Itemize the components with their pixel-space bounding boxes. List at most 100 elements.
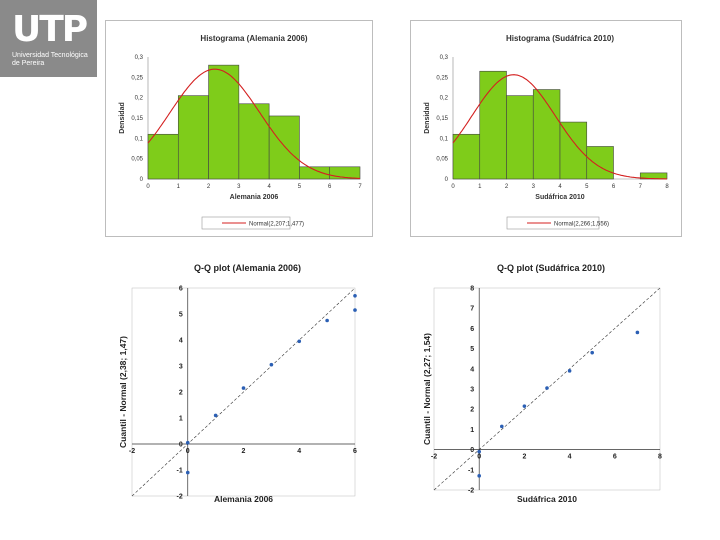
y-tick-label: -2 — [468, 488, 474, 495]
y-tick-label: 7 — [470, 306, 474, 313]
histogram-alemania-chart: Histograma (Alemania 2006) 0 0,05 0,1 0,15 0,… — [119, 34, 362, 230]
histogram-bar — [177, 95, 209, 180]
qq-point — [241, 386, 246, 390]
x-axis-label: Alemania 2006 — [230, 194, 279, 201]
x-tick-label: 2 — [522, 454, 526, 461]
x-tick-label: 4 — [558, 184, 562, 190]
logo-line-2: de Pereira — [12, 60, 45, 67]
histogram-bar — [238, 103, 270, 180]
qq-point — [353, 308, 357, 312]
histogram-bar — [479, 70, 507, 180]
y-tick-label: 0,05 — [131, 157, 143, 163]
x-tick-label: 2 — [242, 448, 246, 455]
x-tick-label: 3 — [532, 184, 536, 190]
y-tick-label: 8 — [470, 286, 474, 293]
histogram-bar — [559, 121, 588, 180]
x-tick-label: 0 — [146, 184, 150, 190]
y-tick-label: 0 — [470, 447, 474, 454]
qq-point — [567, 369, 572, 373]
y-tick-label: 0,05 — [436, 157, 448, 163]
x-tick-label: 8 — [665, 184, 669, 190]
histogram-bar — [452, 133, 481, 180]
x-tick-label: 4 — [297, 448, 301, 455]
y-tick-label: 0,2 — [440, 96, 449, 102]
y-tick-label: 0,25 — [131, 75, 143, 81]
logo-line-1: Universidad Tecnológica — [12, 52, 88, 59]
x-tick-label: 4 — [267, 184, 271, 190]
x-tick-label: -2 — [129, 448, 135, 455]
histogram-bar — [268, 115, 300, 180]
histogram-bar — [147, 133, 179, 180]
histogram-bar — [299, 166, 331, 180]
legend-label: Normal(2,266;1,556) — [554, 222, 609, 228]
y-tick-label: 0,1 — [135, 136, 144, 142]
x-tick-label: -2 — [431, 454, 437, 461]
x-tick-label: 5 — [585, 184, 589, 190]
x-axis-label: Alemania 2006 — [214, 494, 273, 504]
qq-point — [590, 350, 594, 355]
qq-point — [545, 386, 549, 390]
x-tick-label: 6 — [353, 448, 357, 455]
histogram-bar — [506, 95, 534, 180]
histogram-bar — [208, 64, 240, 180]
x-tick-label: 6 — [612, 184, 616, 190]
histogram-sudafrica-chart: Histograma (Sudáfrica 2010) 0 0,05 0,1 0,15 0… — [424, 34, 669, 230]
y-tick-label: 4 — [470, 366, 474, 373]
x-tick-label: 7 — [358, 184, 362, 190]
y-tick-label: 1 — [470, 427, 474, 434]
qq-point — [635, 330, 640, 335]
plot-frame — [131, 287, 356, 497]
qq-point — [213, 413, 218, 418]
legend-label: Normal(2,207;1,477) — [249, 222, 304, 228]
x-tick-label: 2 — [505, 184, 509, 190]
x-axis-label: Sudáfrica 2010 — [535, 194, 585, 201]
y-tick-label: 3 — [179, 364, 183, 371]
y-tick-label: 0,15 — [436, 116, 448, 122]
y-tick-label: 1 — [179, 416, 183, 423]
y-tick-label: 5 — [179, 312, 183, 319]
y-tick-label: 0 — [445, 177, 449, 183]
x-tick-label: 4 — [568, 454, 572, 461]
y-tick-label: -1 — [177, 468, 183, 475]
y-tick-label: -1 — [468, 467, 474, 474]
normal-curve — [147, 68, 360, 179]
qq-point — [185, 470, 190, 475]
y-tick-label: 0,25 — [436, 75, 448, 81]
chart-title: Histograma (Alemania 2006) — [200, 34, 307, 43]
histogram-sudafrica-panel: Histograma (Sudáfrica 2010) 0 0,05 0,1 0,15 0… — [410, 20, 682, 237]
qq-point — [185, 440, 190, 445]
y-tick-label: 0,15 — [131, 116, 143, 122]
histogram-bar — [586, 146, 614, 180]
x-tick-label: 0 — [451, 184, 455, 190]
utp-logo: UTP Universidad Tecnológica de Pereira — [0, 0, 97, 77]
y-tick-label: 0,3 — [440, 55, 449, 61]
qqplot-alemania-chart: Q-Q plot (Alemania 2006) -2 0 2 4 6 -2 -1 0 1 2 3 4 5… — [118, 263, 357, 504]
qq-point — [477, 474, 481, 478]
y-tick-label: 6 — [179, 286, 183, 293]
x-tick-label: 5 — [298, 184, 302, 190]
y-tick-label: 6 — [470, 326, 474, 333]
qq-point — [500, 424, 504, 429]
x-tick-label: 6 — [328, 184, 332, 190]
y-tick-label: 0,3 — [135, 55, 144, 61]
normal-curve — [452, 74, 667, 180]
logo-mark: UTP — [12, 9, 88, 50]
qqplot-alemania-panel: Q-Q plot (Alemania 2006) -2 0 2 4 6 -2 -1 0 1 2 3 4 5… — [105, 252, 371, 522]
qq-point — [353, 294, 357, 298]
x-axis-label: Sudáfrica 2010 — [517, 494, 577, 504]
x-tick-label: 8 — [658, 454, 662, 461]
y-tick-label: 0,2 — [135, 96, 144, 102]
x-tick-label: 6 — [613, 454, 617, 461]
x-tick-label: 2 — [207, 184, 211, 190]
y-tick-label: 2 — [179, 390, 183, 397]
y-tick-label: -2 — [177, 494, 183, 501]
chart-title: Q-Q plot (Alemania 2006) — [194, 263, 301, 273]
qq-point — [477, 449, 481, 454]
qq-point — [297, 339, 302, 344]
qq-point — [522, 404, 527, 408]
x-tick-label: 1 — [177, 184, 181, 190]
x-tick-label: 1 — [478, 184, 482, 190]
y-tick-label: 0,1 — [440, 136, 449, 142]
y-tick-label: 0 — [140, 177, 144, 183]
x-tick-label: 0 — [477, 454, 481, 461]
